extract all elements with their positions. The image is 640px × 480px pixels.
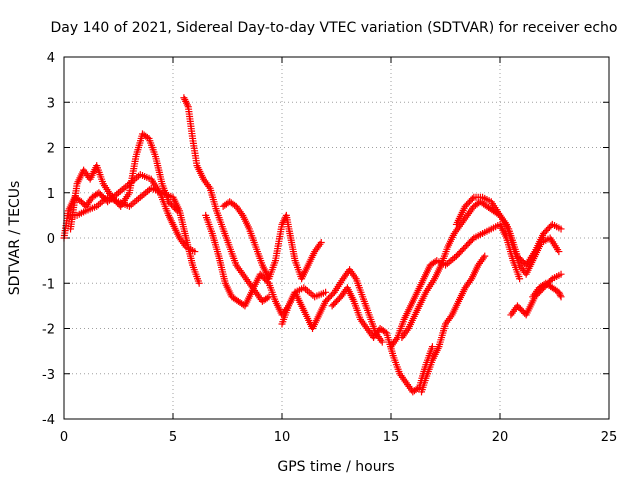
series-track-7 [278,266,386,346]
y-tick-label: 2 [47,142,55,157]
x-axis-title: GPS time / hours [277,459,394,475]
y-axis-title: SDTVAR / TECUs [7,181,23,296]
x-tick-label: 0 [60,430,68,445]
series-track-13 [529,279,565,301]
y-tick-label: -2 [42,323,55,338]
data-point [468,195,476,203]
data-point [516,275,524,283]
data-point [557,293,565,301]
series-track-11 [452,193,565,269]
series-track-10 [398,198,563,342]
series-track-14 [418,252,489,396]
axis-ticks: 0 5 10 15 20 25 -4 -3 -2 -1 0 1 2 3 4 [42,51,617,445]
series-track-5 [202,211,330,319]
series-track-3 [64,184,203,287]
data-point [547,276,555,284]
series-track-2 [67,130,181,233]
y-tick-label: 4 [47,51,55,66]
y-tick-label: -1 [42,277,55,292]
series-track-4 [180,94,273,305]
data-point [378,338,386,346]
x-tick-label: 20 [492,430,509,445]
x-tick-label: 10 [274,430,291,445]
data-point [263,294,271,302]
data-point [317,239,325,247]
chart-title: Day 140 of 2021, Sidereal Day-to-day VTE… [51,20,618,36]
data-point [555,288,563,296]
data-point [231,201,239,209]
data-point [555,248,563,256]
y-tick-label: 3 [47,96,55,111]
data-point [557,225,565,233]
data-point [481,252,489,260]
data-point [428,343,436,351]
data-point [556,291,564,299]
x-tick-label: 15 [383,430,400,445]
data-marks [60,94,565,396]
x-tick-label: 5 [169,430,177,445]
y-tick-label: 1 [47,187,55,202]
grid [64,57,609,419]
data-point [556,290,564,298]
series-track-12 [507,270,565,319]
y-tick-label: -3 [42,368,55,383]
y-tick-label: -4 [42,413,55,428]
data-point [468,236,476,244]
x-tick-label: 25 [601,430,618,445]
data-point [557,270,565,278]
series-track-6 [219,198,325,283]
plot-frame [63,56,610,420]
y-tick-label: 0 [47,232,55,247]
data-point [322,288,330,296]
data-point [195,279,203,287]
